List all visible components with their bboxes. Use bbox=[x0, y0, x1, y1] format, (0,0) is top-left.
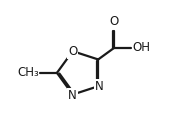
Text: OH: OH bbox=[133, 41, 151, 54]
Text: O: O bbox=[110, 15, 119, 28]
Text: N: N bbox=[68, 89, 77, 102]
Text: O: O bbox=[68, 45, 77, 58]
Text: N: N bbox=[95, 80, 104, 93]
Text: CH₃: CH₃ bbox=[17, 66, 39, 79]
